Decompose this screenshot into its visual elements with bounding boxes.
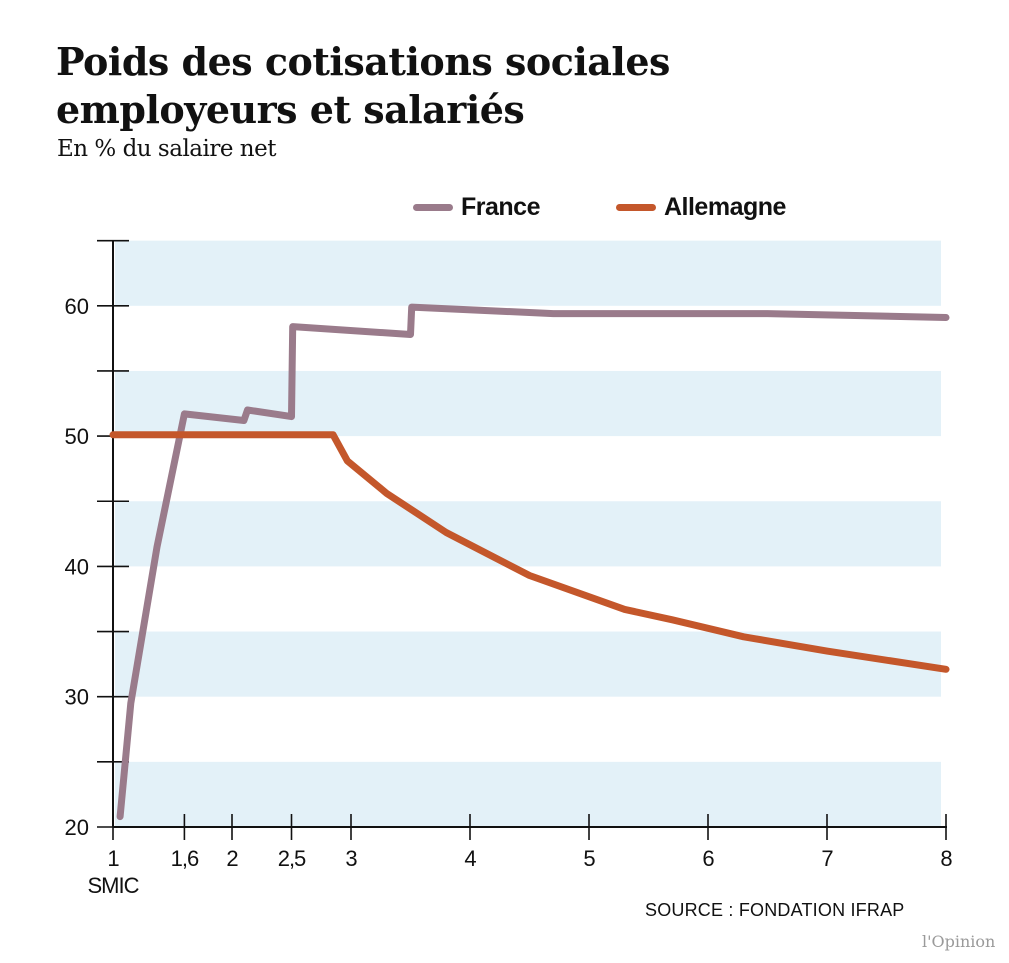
publisher-logo: l'Opinion (922, 932, 996, 951)
grid-band (115, 370, 941, 437)
grid-band (115, 761, 941, 827)
chart-title-line-2: employeurs et salariés (56, 87, 525, 132)
x-tick-label: 1,6 (171, 846, 199, 871)
x-tick-label: 6 (702, 846, 714, 871)
grid-bands (115, 240, 941, 827)
x-tick-label: 5 (583, 846, 595, 871)
y-tick-label: 50 (65, 424, 89, 449)
legend-label-france: France (461, 193, 540, 221)
legend-swatch-france (413, 204, 453, 211)
x-tick-label: 8 (940, 846, 952, 871)
legend-item-france: France (413, 193, 540, 222)
chart-title: Poids des cotisations sociales employeur… (56, 38, 670, 134)
y-tick-label: 60 (65, 294, 89, 319)
x-tick-label: 2,5 (278, 846, 306, 871)
line-chart: 20 30 40 50 60 1 1,6 2 2,5 3 4 5 6 7 8 SMIC (65, 239, 954, 898)
y-tick-label: 20 (65, 815, 89, 840)
chart-subtitle: En % du salaire net (57, 136, 276, 162)
chart-title-line-1: Poids des cotisations sociales (56, 39, 670, 84)
chart-legend: France Allemagne (413, 193, 862, 222)
y-tick-label: 40 (65, 554, 89, 579)
legend-item-allemagne: Allemagne (615, 193, 786, 222)
series-line-allemagne (109, 431, 950, 673)
source-note: SOURCE : FONDATION IFRAP (645, 900, 905, 920)
legend-swatch-allemagne (615, 204, 656, 211)
grid-band (115, 631, 941, 697)
grid-band (115, 240, 941, 306)
x-tick-label: 7 (821, 846, 833, 871)
legend-label-allemagne: Allemagne (663, 193, 786, 221)
grid-band (115, 501, 941, 567)
x-tick-label: 1 (107, 846, 119, 871)
series-lines (109, 303, 950, 821)
x-axis-label: SMIC (88, 873, 140, 898)
tick-labels: 20 30 40 50 60 1 1,6 2 2,5 3 4 5 6 7 8 SMIC (65, 294, 954, 898)
axes (97, 239, 947, 840)
x-tick-label: 2 (226, 846, 238, 871)
x-tick-label: 4 (464, 846, 476, 871)
x-tick-label: 3 (345, 846, 357, 871)
series-line-france (116, 303, 950, 821)
y-tick-label: 30 (65, 685, 89, 710)
